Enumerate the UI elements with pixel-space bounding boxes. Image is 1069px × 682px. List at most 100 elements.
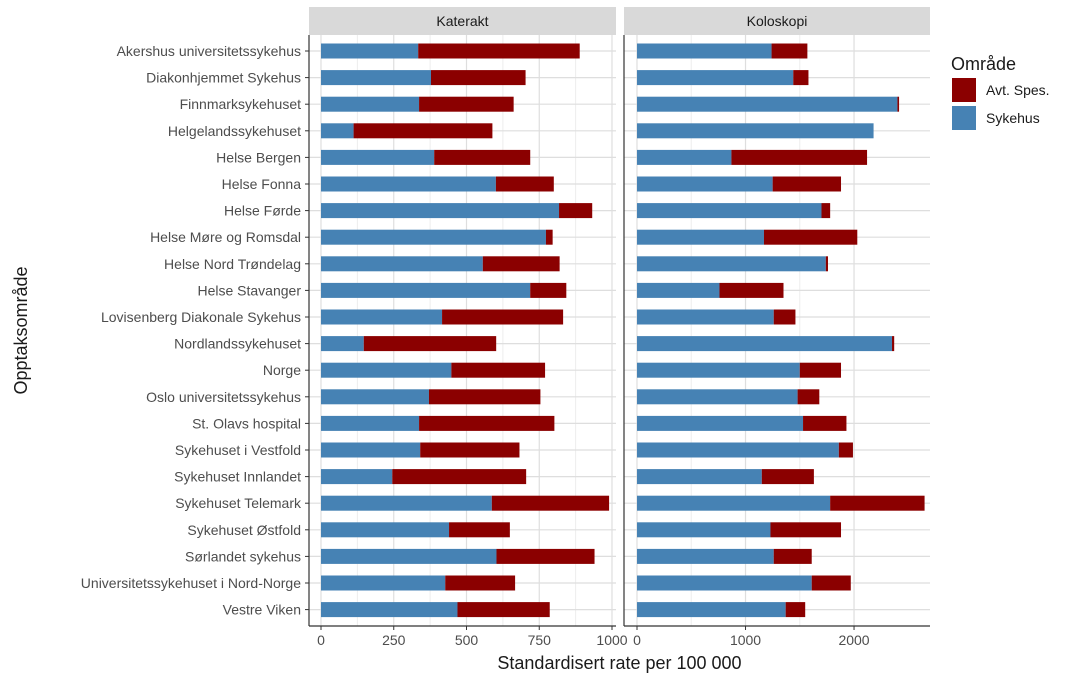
koloskopi-bar-sykehus-nordlandssykehuset bbox=[637, 336, 893, 352]
katerakt-bar-sykehus-sykehuset-telemark bbox=[321, 495, 492, 511]
katerakt-bar-avt-spes-lovisenberg-diakonale-sykehus bbox=[442, 309, 564, 325]
y-tick-label-norge: Norge bbox=[263, 362, 301, 378]
katerakt-bar-sykehus-helse-fonna bbox=[321, 176, 496, 192]
y-tick-label-helse-fonna: Helse Fonna bbox=[222, 176, 302, 192]
y-tick-label-oslo-universitetssykehus: Oslo universitetssykehus bbox=[146, 389, 301, 405]
katerakt-bar-avt-spes-nordlandssykehuset bbox=[363, 336, 497, 352]
koloskopi-bar-sykehus-sykehuset-telemark bbox=[637, 495, 831, 511]
y-tick-label-sorlandet-sykehus: Sørlandet sykehus bbox=[185, 548, 301, 564]
katerakt-bar-avt-spes-sykehuset-ostfold bbox=[449, 522, 510, 538]
koloskopi-bar-avt-spes-vestre-viken bbox=[785, 602, 806, 618]
katerakt-x-tick-label: 250 bbox=[382, 632, 406, 648]
katerakt-bar-sykehus-helse-stavanger bbox=[321, 282, 531, 298]
koloskopi-bar-sykehus-finnmarksykehuset bbox=[637, 96, 898, 112]
katerakt-bar-avt-spes-diakonhjemmet-sykehus bbox=[430, 70, 526, 86]
katerakt-bar-avt-spes-vestre-viken bbox=[457, 602, 550, 618]
katerakt-x-tick-label: 0 bbox=[317, 632, 325, 648]
katerakt-bar-sykehus-sykehuset-i-vestfold bbox=[321, 442, 421, 458]
y-tick-label-sykehuset-ostfold: Sykehuset Østfold bbox=[187, 522, 301, 538]
koloskopi-bar-sykehus-sykehuset-i-vestfold bbox=[637, 442, 839, 458]
katerakt-bar-avt-spes-st-olavs-hospital bbox=[419, 415, 555, 431]
koloskopi-bar-sykehus-st-olavs-hospital bbox=[637, 415, 804, 431]
katerakt-bar-avt-spes-sorlandet-sykehus bbox=[496, 548, 595, 564]
koloskopi-bar-sykehus-oslo-universitetssykehus bbox=[637, 389, 798, 405]
koloskopi-bar-avt-spes-helse-nord-trondelag bbox=[825, 256, 828, 272]
koloskopi-x-tick-label: 1000 bbox=[730, 632, 761, 648]
katerakt-bar-sykehus-nordlandssykehuset bbox=[321, 336, 364, 352]
koloskopi-bar-sykehus-sorlandet-sykehus bbox=[637, 548, 774, 564]
katerakt-bar-sykehus-universitetssykehuset-i-nord-norge bbox=[321, 575, 446, 591]
koloskopi-bar-sykehus-helse-forde bbox=[637, 203, 822, 219]
koloskopi-bar-avt-spes-diakonhjemmet-sykehus bbox=[793, 70, 809, 86]
koloskopi-bar-sykehus-akershus-universitetssykehus bbox=[637, 43, 772, 59]
katerakt-bar-sykehus-helgelandssykehuset bbox=[321, 123, 354, 139]
koloskopi-bar-sykehus-helse-more-og-romsdal bbox=[637, 229, 764, 245]
katerakt-bar-sykehus-st-olavs-hospital bbox=[321, 415, 420, 431]
y-tick-label-helse-bergen: Helse Bergen bbox=[216, 149, 301, 165]
katerakt-bar-sykehus-helse-nord-trondelag bbox=[321, 256, 483, 272]
koloskopi-x-tick-label: 0 bbox=[633, 632, 641, 648]
katerakt-bar-sykehus-finnmarksykehuset bbox=[321, 96, 420, 112]
katerakt-bar-sykehus-akershus-universitetssykehus bbox=[321, 43, 419, 59]
koloskopi-bar-avt-spes-sykehuset-telemark bbox=[830, 495, 925, 511]
y-tick-label-helse-forde: Helse Førde bbox=[224, 203, 301, 219]
legend-label-sykehus: Sykehus bbox=[986, 110, 1040, 126]
y-tick-label-sykehuset-innlandet: Sykehuset Innlandet bbox=[174, 469, 301, 485]
katerakt-bar-avt-spes-sykehuset-innlandet bbox=[392, 469, 527, 485]
katerakt-bar-sykehus-norge bbox=[321, 362, 452, 378]
legend-key-sykehus bbox=[952, 106, 976, 130]
katerakt-bar-sykehus-helse-more-og-romsdal bbox=[321, 229, 546, 245]
katerakt-bar-avt-spes-helse-forde bbox=[559, 203, 593, 219]
koloskopi-bar-avt-spes-universitetssykehuset-i-nord-norge bbox=[811, 575, 851, 591]
koloskopi-bar-sykehus-helse-nord-trondelag bbox=[637, 256, 826, 272]
koloskopi-strip bbox=[624, 7, 930, 35]
koloskopi-bar-sykehus-lovisenberg-diakonale-sykehus bbox=[637, 309, 774, 325]
koloskopi-bar-avt-spes-helse-forde bbox=[821, 203, 831, 219]
koloskopi-bar-avt-spes-sykehuset-ostfold bbox=[770, 522, 842, 538]
katerakt-bar-avt-spes-oslo-universitetssykehus bbox=[428, 389, 541, 405]
y-tick-label-nordlandssykehuset: Nordlandssykehuset bbox=[174, 336, 301, 352]
koloskopi-bar-avt-spes-helse-fonna bbox=[772, 176, 842, 192]
y-tick-label-sykehuset-telemark: Sykehuset Telemark bbox=[175, 495, 302, 511]
koloskopi-bar-avt-spes-st-olavs-hospital bbox=[803, 415, 847, 431]
y-tick-label-sykehuset-i-vestfold: Sykehuset i Vestfold bbox=[175, 442, 301, 458]
x-axis-title: Standardisert rate per 100 000 bbox=[497, 653, 741, 673]
katerakt-bar-sykehus-sykehuset-innlandet bbox=[321, 469, 393, 485]
koloskopi-bar-sykehus-norge bbox=[637, 362, 800, 378]
koloskopi-bar-avt-spes-sorlandet-sykehus bbox=[773, 548, 812, 564]
koloskopi-bar-avt-spes-sykehuset-i-vestfold bbox=[838, 442, 853, 458]
y-tick-label-helse-nord-trondelag: Helse Nord Trøndelag bbox=[164, 256, 301, 272]
y-tick-label-vestre-viken: Vestre Viken bbox=[223, 602, 301, 618]
koloskopi-bar-avt-spes-finnmarksykehuset bbox=[897, 96, 900, 112]
katerakt-bar-avt-spes-helse-nord-trondelag bbox=[482, 256, 560, 272]
katerakt-x-tick-label: 500 bbox=[455, 632, 479, 648]
katerakt-bar-sykehus-helse-forde bbox=[321, 203, 560, 219]
legend-key-avt-spes bbox=[952, 78, 976, 102]
katerakt-bar-avt-spes-helse-stavanger bbox=[530, 282, 567, 298]
y-tick-label-diakonhjemmet-sykehus: Diakonhjemmet Sykehus bbox=[146, 70, 301, 86]
koloskopi-bar-avt-spes-norge bbox=[799, 362, 842, 378]
katerakt-bar-sykehus-diakonhjemmet-sykehus bbox=[321, 70, 431, 86]
koloskopi-x-tick-label: 2000 bbox=[838, 632, 869, 648]
katerakt-bar-sykehus-vestre-viken bbox=[321, 602, 458, 618]
koloskopi-bar-avt-spes-sykehuset-innlandet bbox=[761, 469, 814, 485]
koloskopi-bar-sykehus-universitetssykehuset-i-nord-norge bbox=[637, 575, 812, 591]
y-tick-label-helse-more-og-romsdal: Helse Møre og Romsdal bbox=[150, 229, 301, 245]
koloskopi-bar-avt-spes-helse-stavanger bbox=[719, 282, 784, 298]
koloskopi-bar-avt-spes-helse-bergen bbox=[731, 149, 868, 165]
katerakt-x-tick-label: 1000 bbox=[596, 632, 627, 648]
y-tick-label-st-olavs-hospital: St. Olavs hospital bbox=[192, 415, 301, 431]
koloskopi-bar-sykehus-sykehuset-innlandet bbox=[637, 469, 762, 485]
katerakt-bar-avt-spes-helse-more-og-romsdal bbox=[545, 229, 553, 245]
y-tick-label-helgelandssykehuset: Helgelandssykehuset bbox=[168, 123, 301, 139]
koloskopi-bar-sykehus-helse-bergen bbox=[637, 149, 732, 165]
katerakt-bar-avt-spes-sykehuset-telemark bbox=[491, 495, 610, 511]
koloskopi-bar-avt-spes-oslo-universitetssykehus bbox=[797, 389, 820, 405]
katerakt-bar-avt-spes-finnmarksykehuset bbox=[419, 96, 514, 112]
koloskopi-bar-sykehus-helse-stavanger bbox=[637, 282, 720, 298]
katerakt-bar-avt-spes-universitetssykehuset-i-nord-norge bbox=[445, 575, 516, 591]
koloskopi-bar-avt-spes-helse-more-og-romsdal bbox=[763, 229, 858, 245]
katerakt-bar-avt-spes-helse-fonna bbox=[495, 176, 554, 192]
koloskopi-bar-sykehus-sykehuset-ostfold bbox=[637, 522, 771, 538]
